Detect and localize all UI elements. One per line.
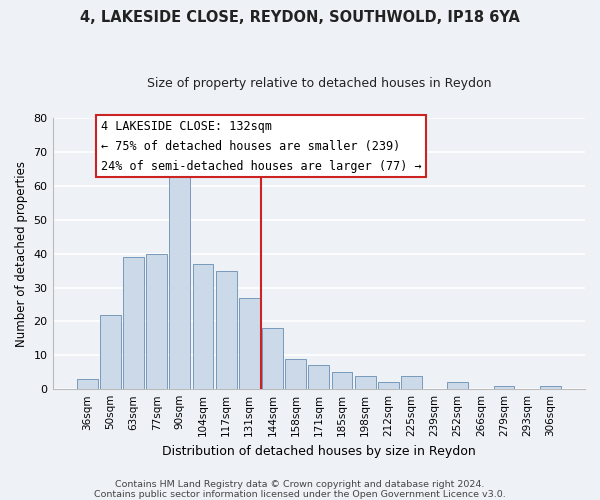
Y-axis label: Number of detached properties: Number of detached properties	[15, 160, 28, 346]
Bar	[448, 382, 468, 389]
Bar	[332, 372, 352, 389]
Text: Contains HM Land Registry data © Crown copyright and database right 2024.: Contains HM Land Registry data © Crown c…	[115, 480, 485, 489]
Bar	[239, 298, 260, 389]
Title: Size of property relative to detached houses in Reydon: Size of property relative to detached ho…	[146, 78, 491, 90]
Bar	[378, 382, 398, 389]
Bar	[285, 358, 306, 389]
Bar	[77, 379, 98, 389]
Bar	[193, 264, 214, 389]
Bar	[123, 257, 144, 389]
Bar	[494, 386, 514, 389]
Bar	[216, 270, 236, 389]
Bar	[540, 386, 561, 389]
Text: 4, LAKESIDE CLOSE, REYDON, SOUTHWOLD, IP18 6YA: 4, LAKESIDE CLOSE, REYDON, SOUTHWOLD, IP…	[80, 10, 520, 25]
Text: 4 LAKESIDE CLOSE: 132sqm
← 75% of detached houses are smaller (239)
24% of semi-: 4 LAKESIDE CLOSE: 132sqm ← 75% of detach…	[101, 120, 421, 173]
Bar	[146, 254, 167, 389]
X-axis label: Distribution of detached houses by size in Reydon: Distribution of detached houses by size …	[162, 444, 476, 458]
Text: Contains public sector information licensed under the Open Government Licence v3: Contains public sector information licen…	[94, 490, 506, 499]
Bar	[262, 328, 283, 389]
Bar	[169, 176, 190, 389]
Bar	[100, 314, 121, 389]
Bar	[308, 366, 329, 389]
Bar	[355, 376, 376, 389]
Bar	[401, 376, 422, 389]
